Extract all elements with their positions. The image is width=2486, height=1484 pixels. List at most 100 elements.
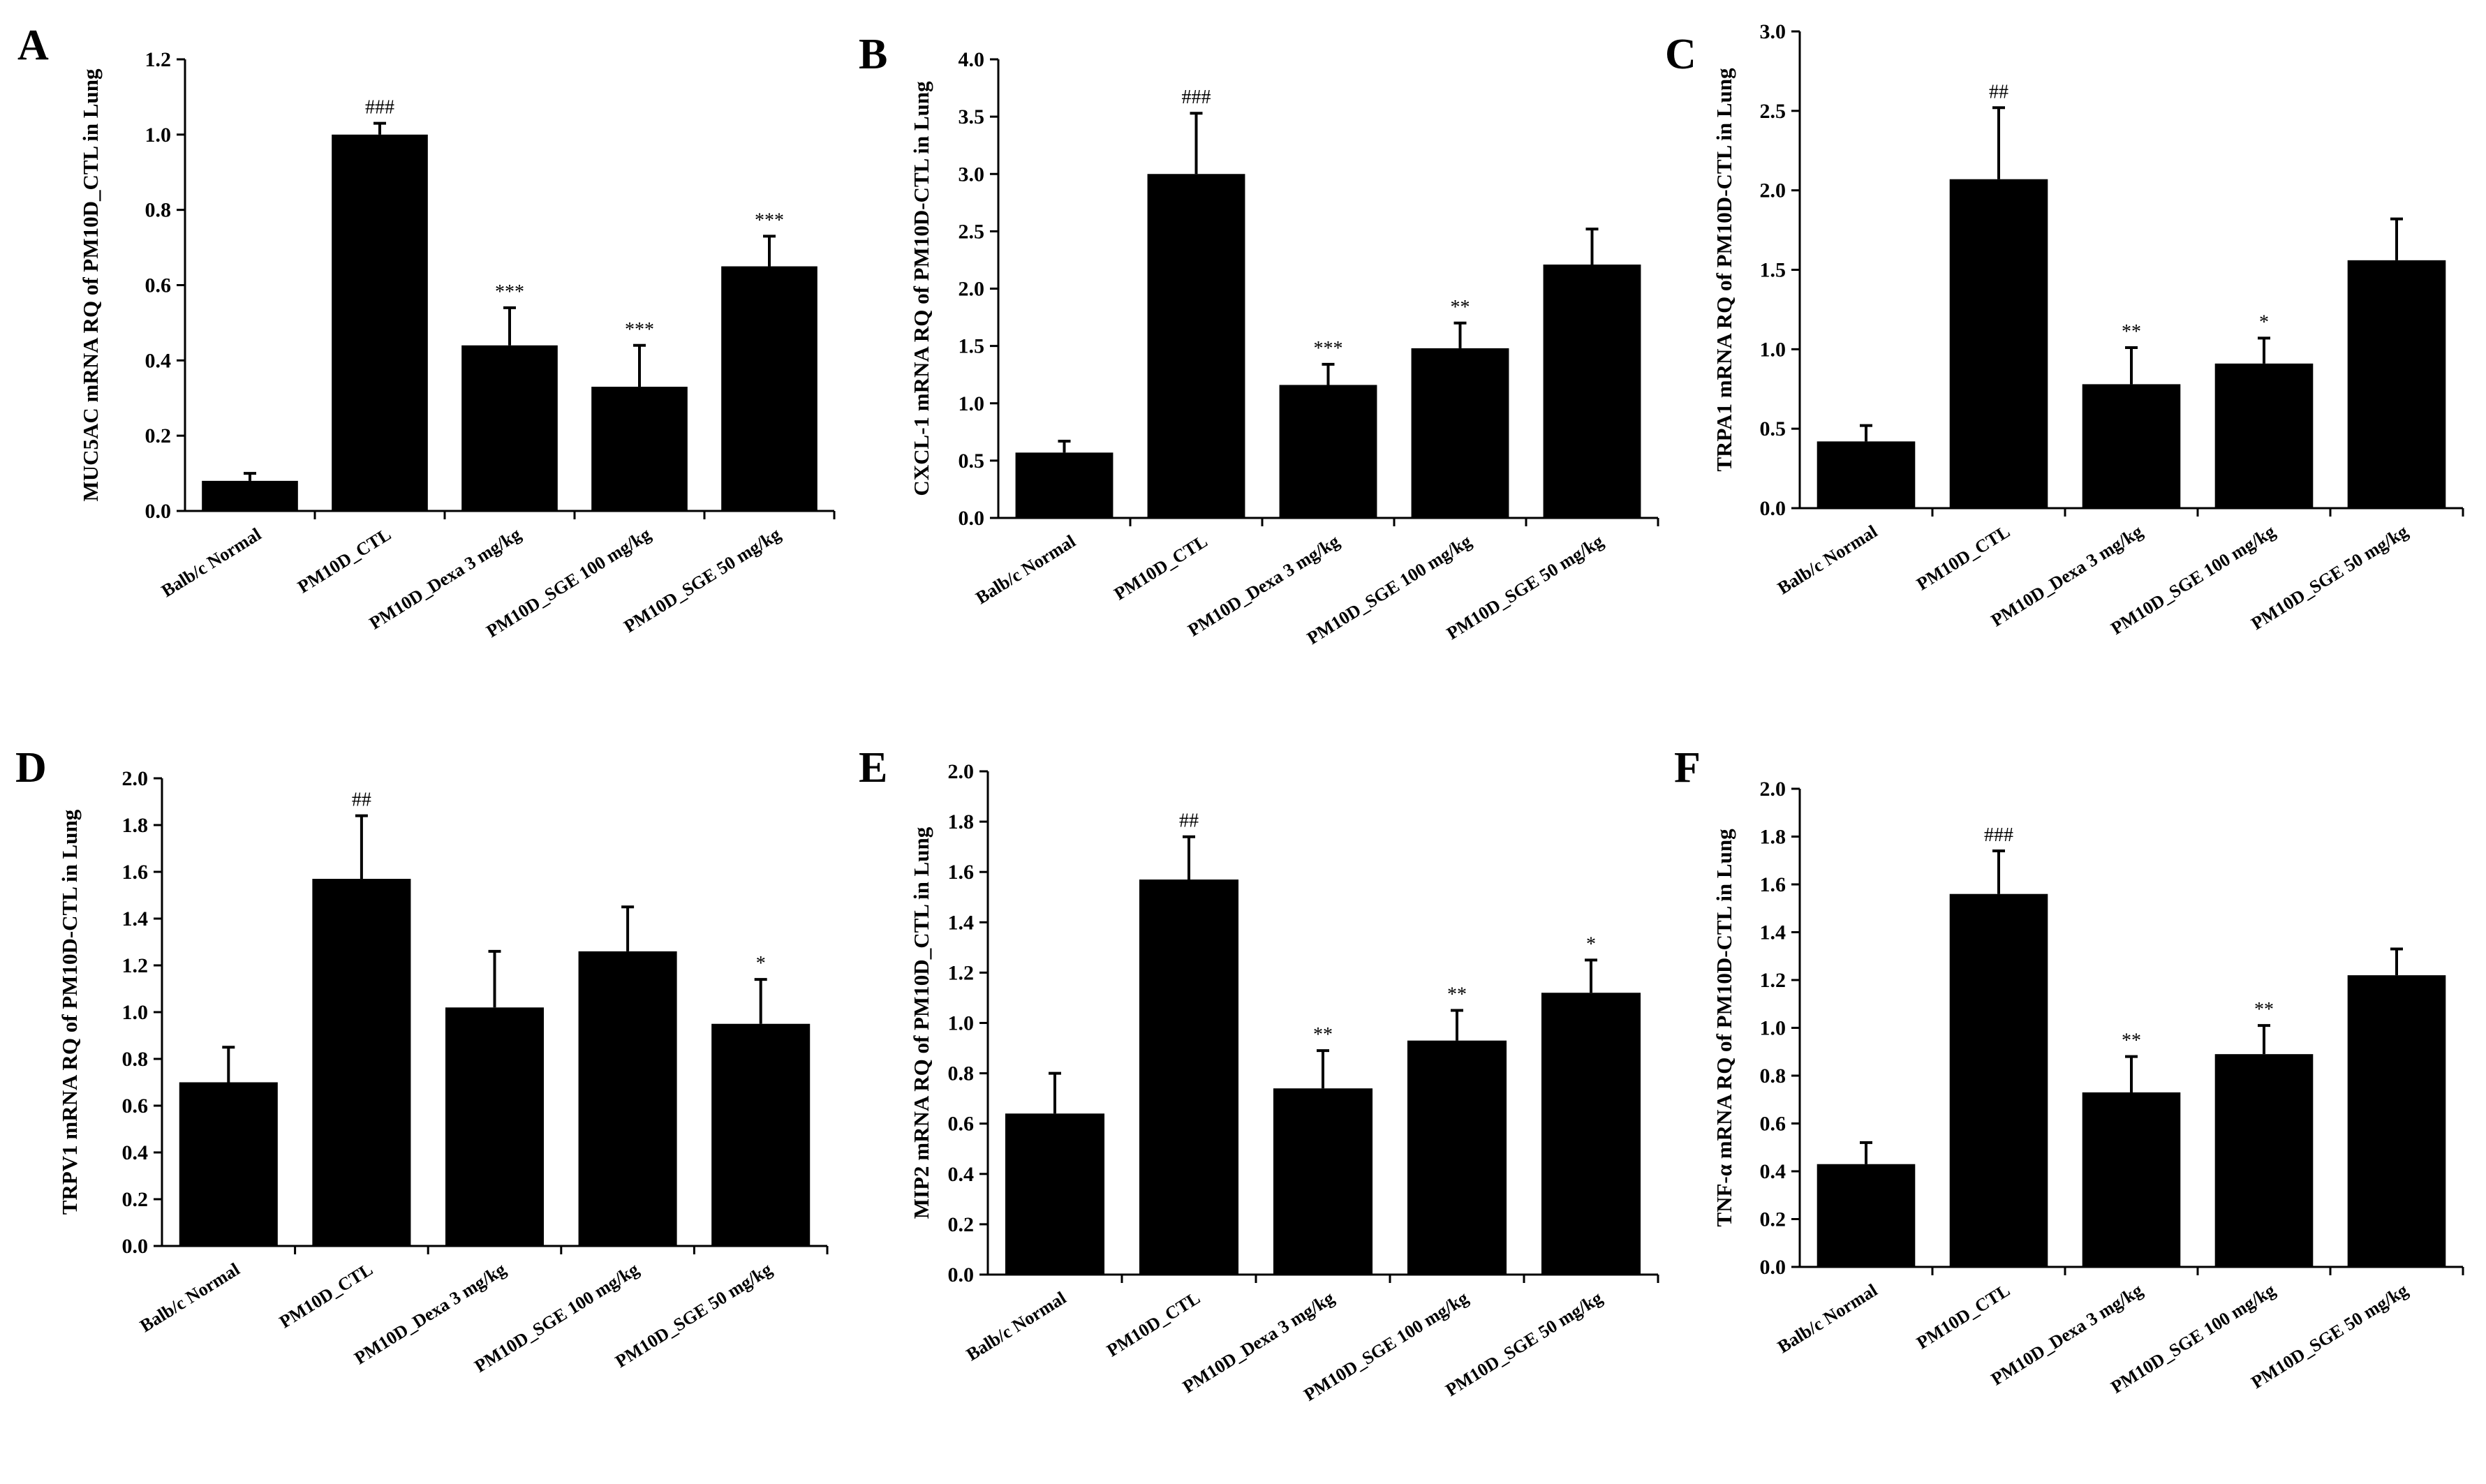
y-tick-label: 0.4 bbox=[1760, 1160, 1786, 1183]
y-tick-label: 2.0 bbox=[122, 767, 149, 790]
y-axis-label: MUC5AC mRNA RQ of PM10D_CTL in Lung bbox=[78, 68, 103, 502]
bar bbox=[1541, 993, 1641, 1275]
y-tick-label: 1.0 bbox=[1760, 1017, 1786, 1040]
significance-label: ** bbox=[1451, 297, 1470, 318]
y-tick-label: 2.0 bbox=[948, 760, 975, 783]
x-tick-label: Balb/c Normal bbox=[158, 524, 265, 601]
bar bbox=[2214, 363, 2314, 508]
y-tick-label: 0.0 bbox=[122, 1235, 149, 1258]
chart-panel-e: E MIP2 mRNA RQ of PM10D_CTL in Lung 0.0 0.2… bbox=[859, 744, 1659, 1405]
y-tick-label: 4.0 bbox=[959, 48, 985, 71]
significance-label: ## bbox=[1989, 81, 2008, 103]
y-tick-label: 0.5 bbox=[959, 450, 985, 473]
y-tick-label: 2.0 bbox=[959, 278, 985, 301]
significance-label: *** bbox=[1314, 338, 1343, 359]
y-tick-label: 0.6 bbox=[948, 1113, 975, 1136]
significance-label: ## bbox=[1179, 810, 1199, 832]
y-tick-label: 1.6 bbox=[948, 861, 975, 884]
y-axis-label: TNF-α mRNA RQ of PM10D-CTL in Lung bbox=[1712, 829, 1736, 1227]
significance-label: * bbox=[2259, 311, 2269, 333]
y-tick-label: 0.0 bbox=[1760, 1256, 1786, 1279]
y-tick-label: 0.5 bbox=[1760, 417, 1786, 440]
x-tick-label: Balb/c Normal bbox=[136, 1259, 243, 1336]
x-tick-label: PM10D_CTL bbox=[294, 524, 394, 597]
bar bbox=[721, 266, 817, 511]
y-tick-label: 0.2 bbox=[122, 1188, 149, 1211]
panel-letter: E bbox=[859, 744, 887, 792]
bar bbox=[332, 134, 428, 512]
y-axis-label: CXCL-1 mRNA RQ of PM10D-CTL in Lung bbox=[909, 81, 933, 496]
significance-label: ** bbox=[2122, 1030, 2141, 1052]
x-tick-label: Balb/c Normal bbox=[1774, 1279, 1881, 1357]
bar bbox=[312, 879, 411, 1246]
bar bbox=[1949, 179, 2048, 508]
significance-label: * bbox=[756, 953, 766, 974]
significance-label: ** bbox=[1313, 1024, 1333, 1046]
y-tick-label: 0.0 bbox=[959, 507, 985, 530]
y-tick-label: 1.5 bbox=[1760, 259, 1786, 282]
bar bbox=[2214, 1054, 2314, 1267]
x-tick-label: PM10D_CTL bbox=[1913, 1279, 2013, 1353]
y-tick-label: 3.0 bbox=[959, 163, 985, 186]
chart-panel-d: D TRPV1 mRNA RQ of PM10D-CTL in Lung 0.0 0.… bbox=[15, 744, 829, 1377]
significance-label: *** bbox=[495, 281, 524, 303]
y-axis-label: MIP2 mRNA RQ of PM10D_CTL in Lung bbox=[909, 826, 933, 1219]
y-tick-label: 0.6 bbox=[1760, 1113, 1786, 1136]
y-tick-label: 2.0 bbox=[1760, 778, 1786, 801]
significance-label: *** bbox=[755, 209, 784, 231]
significance-label: *** bbox=[625, 319, 654, 341]
significance-label: ** bbox=[1447, 984, 1467, 1005]
chart-panel-a: A MUC5AC mRNA RQ of PM10D_CTL in Lung 0.0 0… bbox=[17, 22, 836, 641]
bar bbox=[711, 1023, 811, 1246]
y-tick-label: 1.4 bbox=[122, 907, 149, 930]
y-tick-label: 1.0 bbox=[145, 124, 172, 147]
y-tick-label: 0.0 bbox=[948, 1263, 975, 1286]
panel-letter: C bbox=[1665, 31, 1696, 78]
y-tick-label: 0.4 bbox=[145, 349, 172, 372]
bar bbox=[1273, 1088, 1373, 1275]
y-tick-label: 1.5 bbox=[959, 335, 985, 358]
y-tick-label: 1.2 bbox=[1760, 969, 1786, 992]
y-tick-label: 0.4 bbox=[948, 1163, 975, 1186]
y-tick-label: 0.2 bbox=[948, 1213, 975, 1236]
y-tick-label: 1.0 bbox=[959, 392, 985, 415]
y-tick-label: 0.4 bbox=[122, 1141, 149, 1164]
y-tick-label: 0.0 bbox=[1760, 497, 1786, 520]
y-tick-label: 1.6 bbox=[1760, 873, 1786, 896]
bar bbox=[2082, 384, 2181, 508]
y-tick-label: 1.0 bbox=[948, 1012, 975, 1035]
x-tick-label: Balb/c Normal bbox=[963, 1287, 1070, 1365]
bar bbox=[1817, 1164, 1916, 1267]
y-tick-label: 1.0 bbox=[122, 1001, 149, 1024]
y-tick-label: 2.0 bbox=[1760, 179, 1786, 202]
bar bbox=[2347, 260, 2446, 508]
y-tick-label: 0.8 bbox=[948, 1062, 975, 1085]
panel-letter: D bbox=[15, 744, 47, 792]
y-tick-label: 1.6 bbox=[122, 861, 149, 884]
bar bbox=[2347, 975, 2446, 1267]
bar bbox=[179, 1082, 278, 1246]
y-axis-label: TRPA1 mRNA RQ of PM10D-CTL in Lung bbox=[1712, 68, 1736, 472]
x-tick-label: PM10D_CTL bbox=[276, 1259, 376, 1332]
y-tick-label: 1.0 bbox=[1760, 338, 1786, 361]
panel-letter: F bbox=[1674, 744, 1701, 792]
y-tick-label: 1.2 bbox=[948, 961, 975, 984]
chart-panel-f: F TNF-α mRNA RQ of PM10D-CTL in Lung 0.0 0.… bbox=[1674, 744, 2464, 1397]
y-tick-label: 2.5 bbox=[1760, 100, 1786, 123]
y-tick-label: 0.8 bbox=[1760, 1064, 1786, 1088]
bar bbox=[1279, 385, 1377, 518]
significance-label: ### bbox=[1182, 87, 1211, 108]
bar bbox=[1015, 452, 1113, 518]
x-tick-label: Balb/c Normal bbox=[1774, 521, 1881, 598]
bar bbox=[1147, 174, 1245, 518]
significance-label: * bbox=[1586, 933, 1596, 955]
y-tick-label: 0.8 bbox=[122, 1048, 149, 1071]
y-tick-label: 2.5 bbox=[959, 220, 985, 243]
y-tick-label: 0.8 bbox=[145, 199, 172, 222]
y-tick-label: 3.0 bbox=[1760, 20, 1786, 43]
chart-panel-b: B CXCL-1 mRNA RQ of PM10D-CTL in Lung 0.0 0… bbox=[859, 31, 1659, 648]
y-tick-label: 0.0 bbox=[145, 500, 172, 523]
chart-panel-c: C TRPA1 mRNA RQ of PM10D-CTL in Lung 0.0 0.… bbox=[1665, 20, 2464, 639]
bar bbox=[591, 387, 688, 511]
panel-letter: B bbox=[859, 31, 887, 78]
